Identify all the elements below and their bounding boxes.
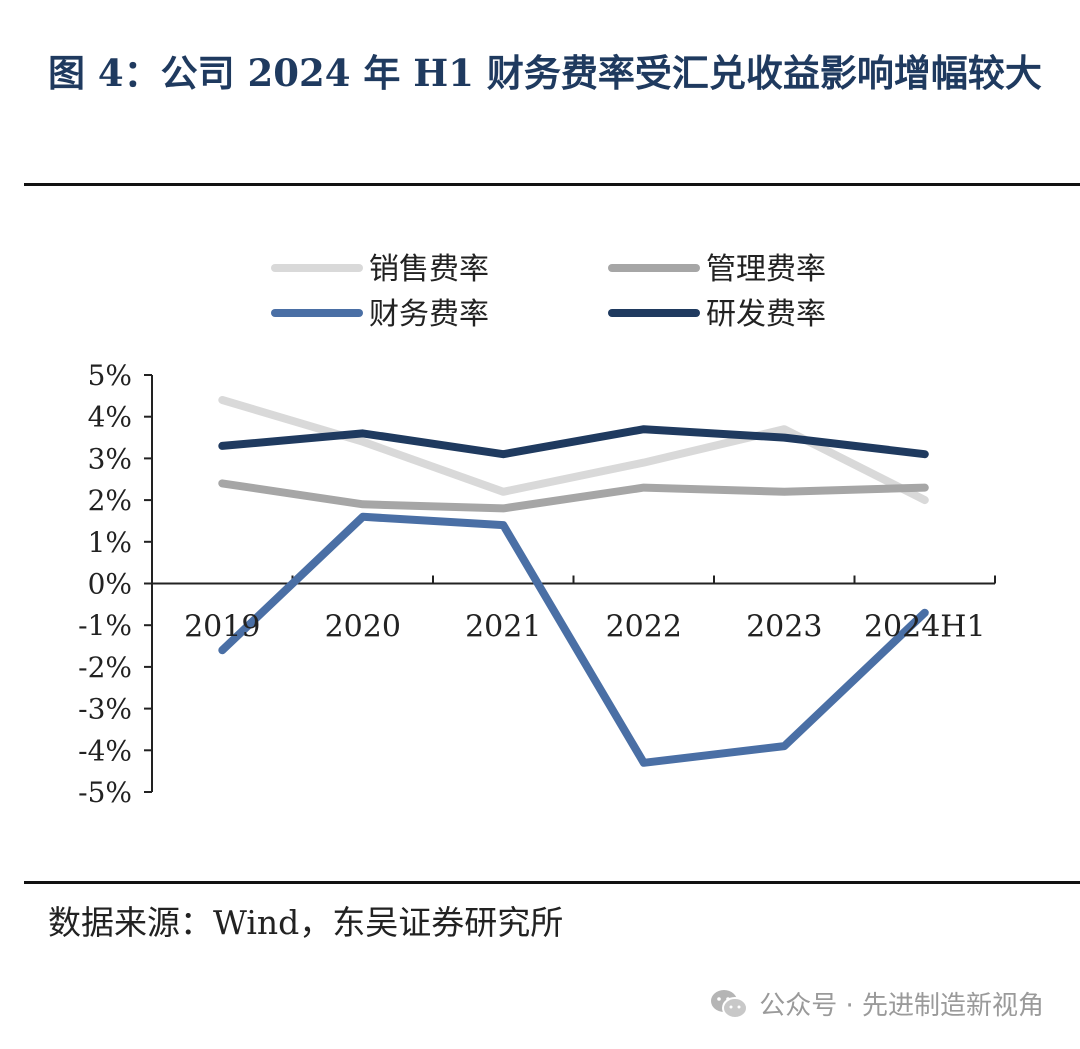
watermark: 公众号 · 先进制造新视角 — [709, 985, 1044, 1022]
figure-title: 图 4：公司 2024 年 H1 财务费率受汇兑收益影响增幅较大 — [48, 51, 1042, 95]
x-tick-label: 2021 — [465, 610, 541, 645]
y-tick-label: -2% — [78, 651, 132, 684]
series-line — [218, 512, 929, 767]
legend-label: 销售费率 — [369, 252, 489, 287]
y-tick-label: -3% — [78, 693, 132, 726]
watermark-text: 公众号 · 先进制造新视角 — [759, 991, 1044, 1021]
chart-series-lines — [218, 396, 929, 767]
x-tick-label: 2020 — [325, 610, 401, 645]
series-line — [218, 479, 929, 513]
chart-axes: 5% 4% 3% 2% 1% 0% -1% -2% -3% -4% -5% — [78, 359, 996, 809]
wechat-icon — [711, 989, 749, 1019]
series-line — [218, 425, 929, 459]
y-tick-label: 1% — [88, 526, 132, 559]
y-tick-label: -1% — [78, 609, 132, 642]
y-tick-label: 5% — [88, 359, 132, 392]
y-tick-label: 4% — [88, 401, 132, 434]
data-source-note: 数据来源：Wind，东吴证券研究所 — [48, 903, 564, 942]
y-tick-label: 3% — [88, 442, 132, 475]
legend-label: 财务费率 — [369, 297, 489, 332]
y-tick-label: -5% — [78, 776, 132, 809]
y-tick-label: -4% — [78, 734, 132, 767]
x-tick-label: 2022 — [606, 610, 682, 645]
legend-label: 管理费率 — [706, 252, 826, 287]
y-tick-label: 0% — [88, 568, 132, 601]
x-tick-label: 2024H1 — [864, 610, 986, 645]
title-divider — [24, 183, 1080, 186]
source-divider — [24, 881, 1080, 884]
x-axis-labels: 2019 2020 2021 2022 2023 2024H1 — [184, 610, 985, 645]
y-tick-label: 2% — [88, 484, 132, 517]
x-tick-label: 2023 — [746, 610, 822, 645]
series-line — [218, 396, 929, 505]
legend-label: 研发费率 — [706, 297, 826, 332]
x-tick-label: 2019 — [184, 610, 260, 645]
